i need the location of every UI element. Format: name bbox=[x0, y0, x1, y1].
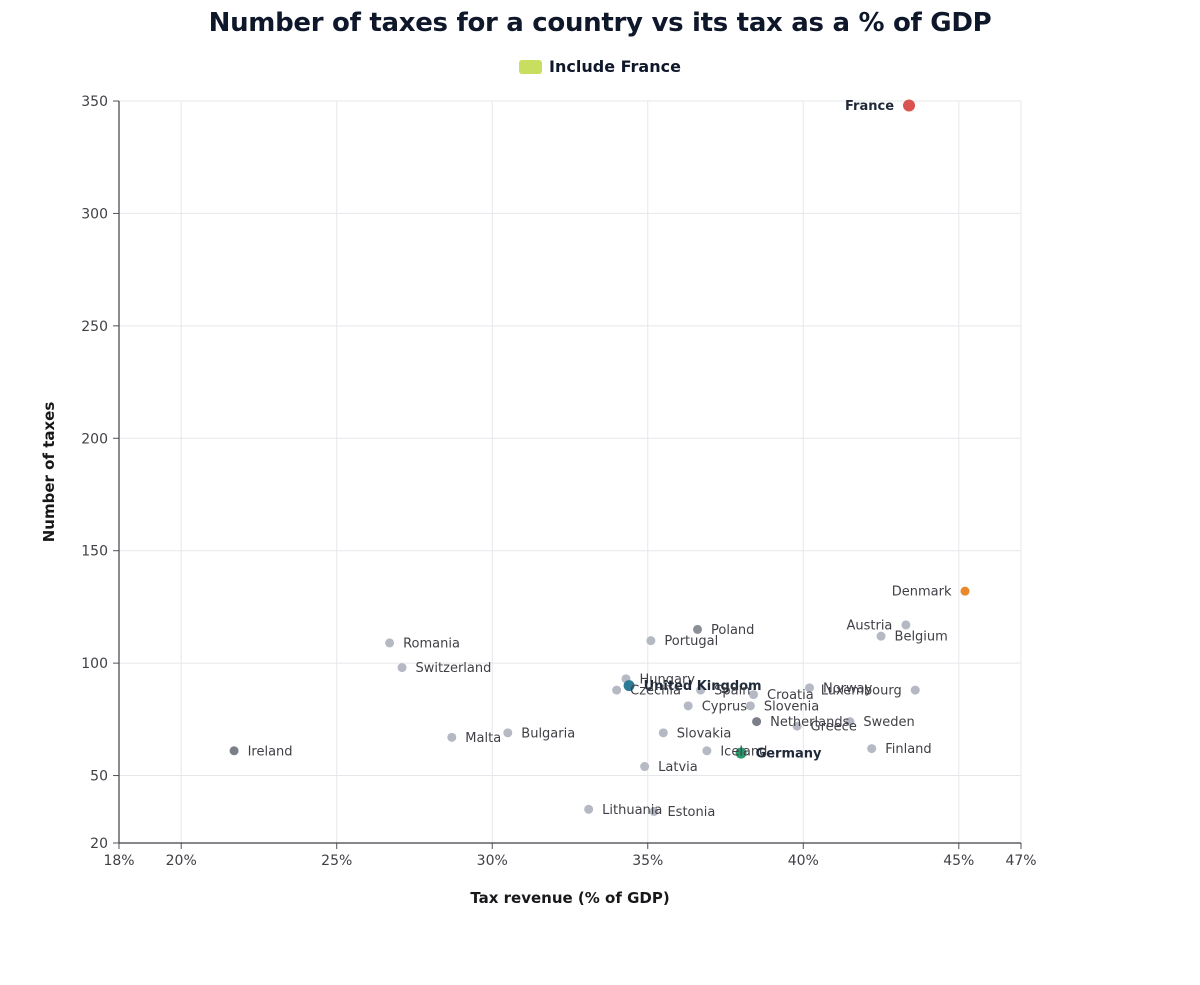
y-axis-title: Number of taxes bbox=[40, 402, 58, 543]
label-luxembourg: Luxembourg bbox=[821, 684, 902, 699]
point-belgium[interactable] bbox=[876, 631, 886, 641]
y-tick-label: 200 bbox=[81, 431, 108, 447]
point-malta[interactable] bbox=[447, 732, 457, 742]
y-tick-label: 150 bbox=[81, 544, 108, 560]
point-sweden[interactable] bbox=[845, 717, 855, 727]
label-united-kingdom: United Kingdom bbox=[644, 679, 762, 694]
point-germany[interactable] bbox=[735, 747, 747, 759]
label-croatia: Croatia bbox=[767, 688, 814, 703]
point-bulgaria[interactable] bbox=[503, 728, 513, 738]
legend-swatch bbox=[519, 59, 543, 74]
point-greece[interactable] bbox=[792, 721, 802, 731]
label-lithuania: Lithuania bbox=[602, 803, 662, 818]
point-luxembourg[interactable] bbox=[910, 685, 920, 695]
point-united-kingdom[interactable] bbox=[623, 680, 635, 692]
label-france: France bbox=[845, 99, 894, 114]
axes bbox=[113, 100, 1022, 849]
label-ireland: Ireland bbox=[248, 744, 293, 759]
x-tick-label: 18% bbox=[103, 853, 134, 869]
legend-item-include-france[interactable]: Include France bbox=[0, 57, 1200, 76]
label-belgium: Belgium bbox=[895, 630, 948, 645]
point-croatia[interactable] bbox=[749, 690, 759, 700]
label-slovenia: Slovenia bbox=[764, 699, 819, 714]
data-points bbox=[229, 99, 970, 817]
point-austria[interactable] bbox=[901, 620, 911, 630]
y-tick-label: 250 bbox=[81, 319, 108, 335]
label-romania: Romania bbox=[403, 636, 460, 651]
point-romania[interactable] bbox=[385, 638, 395, 648]
label-czechia: Czechia bbox=[630, 684, 681, 699]
point-spain[interactable] bbox=[696, 685, 706, 695]
point-ireland[interactable] bbox=[229, 746, 239, 756]
grid-lines bbox=[119, 100, 1022, 843]
label-switzerland: Switzerland bbox=[416, 661, 492, 676]
y-tick-labels: 20 50 100 150 200 250 300 350 bbox=[81, 94, 108, 852]
y-tick-label: 50 bbox=[90, 769, 108, 785]
label-latvia: Latvia bbox=[658, 760, 698, 775]
point-czechia[interactable] bbox=[612, 685, 622, 695]
x-tick-labels: 18% 20% 25% 30% 35% 40% 45% 47% bbox=[103, 853, 1036, 869]
label-poland: Poland bbox=[711, 623, 754, 638]
legend-label: Include France bbox=[549, 57, 681, 76]
label-finland: Finland bbox=[885, 742, 931, 757]
x-tick-label: 30% bbox=[477, 853, 508, 869]
label-norway: Norway bbox=[823, 681, 873, 696]
label-greece: Greece bbox=[811, 720, 857, 735]
point-slovenia[interactable] bbox=[745, 701, 755, 711]
x-tick-label: 47% bbox=[1005, 853, 1036, 869]
label-hungary: Hungary bbox=[639, 672, 695, 687]
label-malta: Malta bbox=[465, 731, 501, 746]
x-tick-label: 40% bbox=[788, 853, 819, 869]
y-tick-label: 300 bbox=[81, 206, 108, 222]
label-estonia: Estonia bbox=[667, 805, 715, 820]
point-switzerland[interactable] bbox=[397, 663, 407, 673]
label-austria: Austria bbox=[846, 618, 892, 633]
chart-title: Number of taxes for a country vs its tax… bbox=[208, 8, 992, 38]
y-tick-label: 100 bbox=[81, 656, 108, 672]
point-france[interactable] bbox=[903, 99, 916, 112]
point-poland[interactable] bbox=[693, 624, 703, 634]
point-finland[interactable] bbox=[867, 744, 877, 754]
label-cyprus: Cyprus bbox=[702, 699, 748, 714]
label-bulgaria: Bulgaria bbox=[521, 726, 575, 741]
label-germany: Germany bbox=[756, 747, 822, 762]
x-tick-label: 35% bbox=[632, 853, 663, 869]
label-iceland: Iceland bbox=[720, 744, 767, 759]
point-cyprus[interactable] bbox=[683, 701, 693, 711]
point-iceland[interactable] bbox=[702, 746, 712, 756]
x-tick-label: 45% bbox=[943, 853, 974, 869]
x-tick-label: 20% bbox=[166, 853, 197, 869]
label-denmark: Denmark bbox=[892, 585, 952, 600]
point-lithuania[interactable] bbox=[584, 804, 594, 814]
y-tick-label: 350 bbox=[81, 94, 108, 110]
point-slovakia[interactable] bbox=[658, 728, 668, 738]
label-slovakia: Slovakia bbox=[677, 726, 732, 741]
x-tick-label: 25% bbox=[321, 853, 352, 869]
point-estonia[interactable] bbox=[649, 807, 659, 817]
label-spain: Spain bbox=[714, 684, 750, 699]
point-denmark[interactable] bbox=[960, 586, 970, 596]
point-norway[interactable] bbox=[804, 683, 814, 693]
x-axis-title: Tax revenue (% of GDP) bbox=[470, 889, 669, 907]
label-netherlands: Netherlands bbox=[770, 715, 849, 730]
point-portugal[interactable] bbox=[646, 636, 656, 646]
point-latvia[interactable] bbox=[640, 762, 650, 772]
label-sweden: Sweden bbox=[863, 715, 914, 730]
label-portugal: Portugal bbox=[664, 634, 718, 649]
y-tick-label: 20 bbox=[90, 836, 108, 852]
point-netherlands[interactable] bbox=[752, 717, 762, 727]
